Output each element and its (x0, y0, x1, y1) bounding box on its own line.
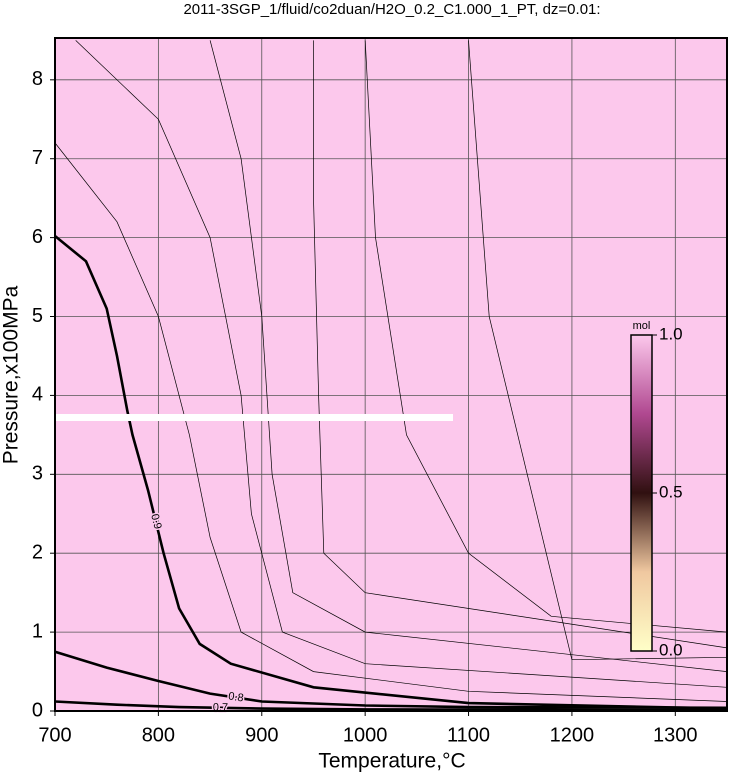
y-tick-label: 5 (32, 305, 43, 327)
contour-line (209, 40, 728, 672)
data-gap (55, 414, 453, 421)
contour-label: 0.9 (148, 513, 163, 531)
contour-line (54, 700, 728, 712)
contour-line (54, 650, 728, 710)
contour-line (364, 40, 728, 633)
colorbar-tick-label: 1.0 (659, 324, 683, 343)
y-tick-label: 8 (32, 68, 43, 90)
y-tick-label: 1 (32, 620, 43, 642)
contour-line (468, 40, 728, 661)
y-tick-label: 0 (32, 699, 43, 721)
colorbar-label: mol (633, 320, 651, 332)
colorbar-tick-label: 0.0 (659, 640, 683, 659)
y-axis-label: Pressure,x100MPa (0, 285, 23, 464)
contour-line (54, 142, 728, 702)
colorbar (630, 334, 653, 652)
plot-background (55, 38, 727, 711)
contour-line (75, 40, 728, 688)
x-tick-label: 1000 (343, 724, 388, 746)
y-tick-label: 7 (32, 147, 43, 169)
x-tick-label: 900 (245, 724, 278, 746)
x-tick-label: 1300 (653, 724, 698, 746)
colorbar-tick-label: 0.5 (659, 482, 683, 501)
contour-label: 0.8 (227, 690, 244, 704)
y-tick-label: 4 (32, 384, 43, 406)
x-tick-label: 1200 (550, 724, 595, 746)
contour-label: 0.7 (213, 702, 229, 714)
x-axis-label: Temperature,°C (318, 750, 465, 773)
x-tick-label: 1100 (447, 724, 490, 746)
plot-frame (54, 37, 728, 712)
contour-line (313, 40, 728, 649)
y-tick-label: 2 (32, 541, 43, 563)
contour-line (54, 234, 728, 710)
x-tick-label: 700 (38, 724, 71, 746)
y-tick-label: 6 (32, 226, 43, 248)
x-tick-label: 800 (142, 724, 175, 746)
chart-title: 2011-3SGP_1/fluid/co2duan/H2O_0.2_C1.000… (183, 1, 600, 18)
y-tick-label: 3 (32, 463, 43, 485)
